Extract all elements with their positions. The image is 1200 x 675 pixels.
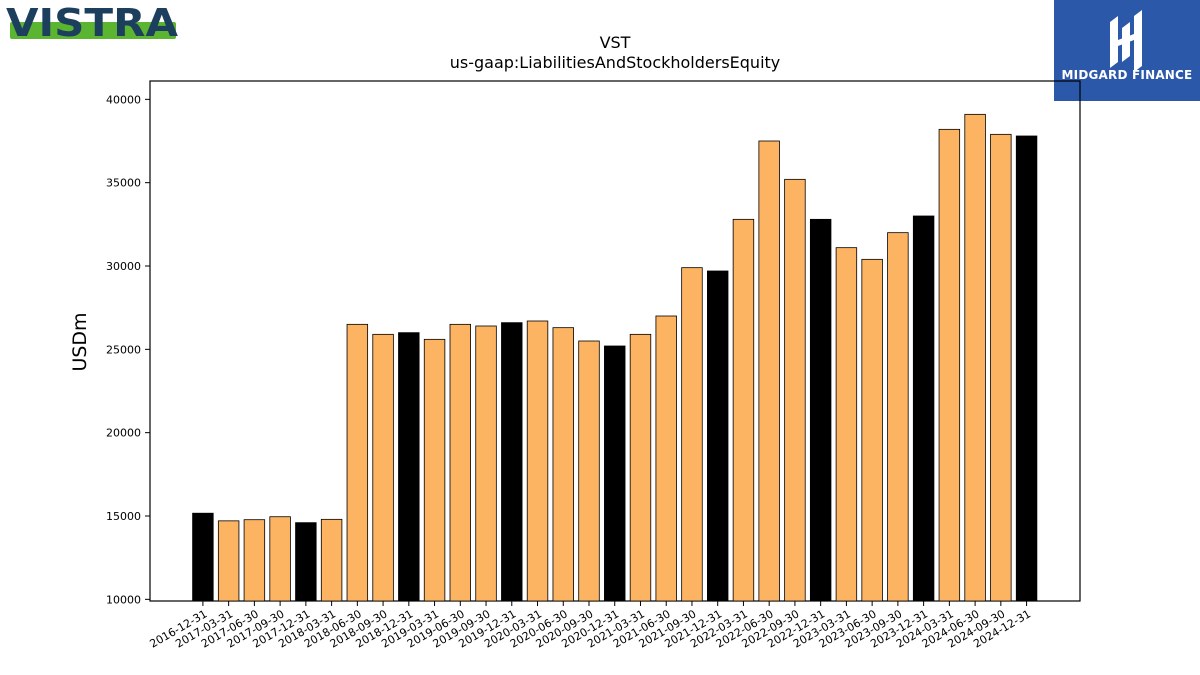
- bar-2022-12-31: [809, 218, 832, 602]
- bar-2024-06-30: [964, 113, 986, 602]
- bar-series: [192, 113, 1038, 602]
- y-tick-label: 35000: [106, 177, 141, 190]
- bar-2020-09-30: [578, 340, 600, 602]
- bar-2024-12-31: [1015, 135, 1038, 602]
- midgard-logo-text: MIDGARD FINANCE: [1061, 68, 1193, 82]
- bar-2021-03-31: [629, 333, 652, 602]
- bar-2017-12-31: [295, 522, 317, 602]
- y-axis: 10000 15000 20000 25000 30000 35000 40000: [106, 93, 150, 606]
- bar-2022-09-30: [784, 178, 806, 602]
- bar-2022-03-31: [732, 218, 755, 602]
- vistra-logo-swoosh: [10, 22, 176, 39]
- bar-2023-09-30: [887, 232, 909, 602]
- vistra-logo: VISTRA: [4, 0, 180, 46]
- bar-2024-03-31: [938, 128, 961, 602]
- bar-2021-09-30: [681, 267, 703, 602]
- bar-2021-12-31: [707, 270, 729, 602]
- bar-2019-06-30: [449, 323, 472, 602]
- bar-2019-09-30: [475, 325, 497, 602]
- bar-2020-06-30: [552, 327, 574, 602]
- bar-2018-03-31: [320, 518, 343, 602]
- bar-2016-12-31: [192, 512, 214, 602]
- bar-2020-12-31: [604, 345, 626, 602]
- bar-2022-06-30: [758, 140, 780, 602]
- bar-2018-06-30: [346, 323, 369, 602]
- chart-subtitle: us-gaap:LiabilitiesAndStockholdersEquity: [450, 53, 781, 72]
- bar-2020-03-31: [526, 320, 549, 602]
- bar-2017-03-31: [217, 520, 240, 602]
- vistra-logo-text: VISTRA: [6, 1, 179, 45]
- bar-2019-12-31: [501, 322, 523, 602]
- bar-2023-03-31: [835, 247, 858, 602]
- y-tick-label: 25000: [106, 343, 141, 356]
- midgard-finance-logo: MIDGARD FINANCE: [1054, 0, 1200, 101]
- bar-2017-09-30: [269, 516, 291, 602]
- y-tick-label: 10000: [106, 593, 141, 606]
- bar-2019-03-31: [423, 338, 446, 602]
- y-tick-label: 40000: [106, 93, 141, 106]
- midgard-emblem-icon: [1110, 10, 1142, 72]
- y-tick-label: 20000: [106, 427, 141, 440]
- chart-title: VST: [600, 33, 631, 52]
- x-axis: 2016-12-312017-03-312017-06-302017-09-30…: [148, 601, 1033, 651]
- bar-2024-09-30: [990, 133, 1012, 602]
- y-tick-label: 15000: [106, 510, 141, 523]
- bar-2017-06-30: [243, 519, 266, 602]
- bar-2021-06-30: [655, 315, 677, 602]
- bar-2018-12-31: [398, 332, 420, 602]
- bar-2023-12-31: [912, 215, 935, 602]
- y-axis-label: USDm: [69, 312, 91, 371]
- bar-2023-06-30: [861, 258, 883, 602]
- y-tick-label: 30000: [106, 260, 141, 273]
- bar-2018-09-30: [372, 333, 394, 602]
